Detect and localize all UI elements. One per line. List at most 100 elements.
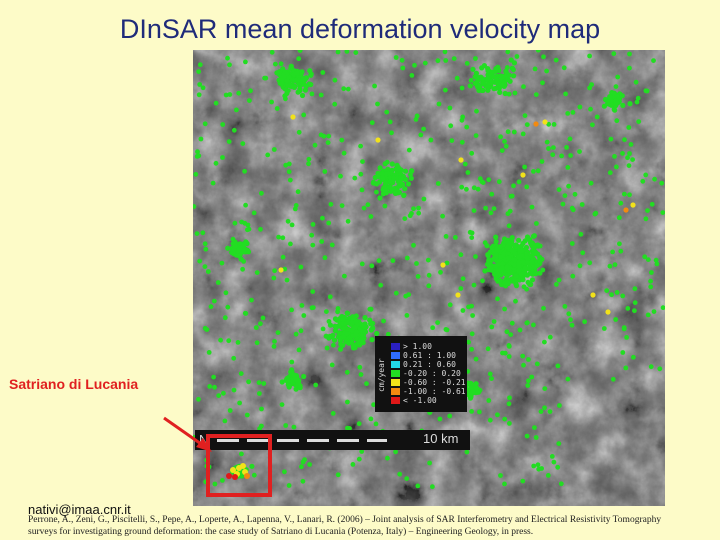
- velocity-point: [531, 322, 536, 328]
- velocity-point: [505, 280, 511, 287]
- velocity-point: [534, 221, 539, 226]
- velocity-point: [471, 185, 477, 191]
- velocity-point: [425, 257, 431, 263]
- velocity-point: [459, 184, 465, 190]
- velocity-point: [404, 255, 410, 261]
- velocity-point: [487, 264, 493, 270]
- velocity-point: [473, 254, 478, 259]
- velocity-point: [344, 369, 350, 375]
- velocity-point: [533, 121, 539, 127]
- velocity-point: [347, 426, 352, 431]
- velocity-point: [643, 172, 649, 178]
- velocity-point: [322, 255, 328, 261]
- velocity-point: [291, 372, 297, 378]
- velocity-point: [484, 243, 490, 249]
- velocity-point: [454, 75, 460, 81]
- deformation-map: [193, 50, 665, 506]
- velocity-point: [626, 125, 632, 130]
- legend-row: -0.60 : -0.21: [391, 378, 466, 387]
- velocity-point: [254, 340, 260, 346]
- velocity-point: [546, 121, 552, 127]
- velocity-point: [535, 50, 541, 53]
- velocity-point: [578, 231, 584, 237]
- velocity-point: [522, 238, 528, 244]
- velocity-point: [385, 455, 390, 461]
- legend-label: -0.60 : -0.21: [403, 378, 466, 387]
- velocity-point: [630, 157, 635, 162]
- velocity-point: [358, 171, 364, 177]
- velocity-point: [480, 76, 486, 82]
- velocity-point: [206, 350, 212, 355]
- velocity-point: [608, 102, 615, 108]
- velocity-point: [430, 484, 435, 490]
- scale-bar-line: [217, 439, 387, 442]
- velocity-point: [509, 65, 515, 71]
- velocity-point: [285, 379, 291, 385]
- velocity-point: [565, 111, 571, 116]
- velocity-point: [377, 165, 383, 171]
- velocity-point: [555, 464, 561, 470]
- velocity-point: [362, 329, 369, 335]
- velocity-point: [551, 145, 556, 150]
- velocity-point: [271, 344, 277, 349]
- velocity-point: [529, 277, 536, 283]
- velocity-point: [505, 251, 511, 257]
- velocity-point: [393, 290, 399, 296]
- velocity-point: [531, 250, 537, 256]
- velocity-point: [447, 302, 453, 308]
- velocity-point: [554, 282, 559, 287]
- velocity-point: [506, 72, 512, 78]
- velocity-point: [335, 472, 341, 478]
- velocity-point: [240, 463, 246, 469]
- velocity-point: [427, 460, 432, 466]
- velocity-point: [608, 136, 614, 142]
- velocity-point: [243, 59, 248, 65]
- legend-rows: > 1.00 0.61 : 1.00 0.21 : 0.60 -0.20 : 0.20…: [391, 342, 466, 405]
- velocity-point: [495, 261, 502, 267]
- velocity-point: [308, 72, 314, 78]
- velocity-point: [520, 259, 526, 265]
- velocity-point: [550, 152, 556, 158]
- velocity-point: [202, 121, 208, 127]
- velocity-point: [322, 169, 328, 174]
- velocity-point: [590, 122, 595, 128]
- velocity-point: [568, 153, 573, 158]
- velocity-point: [289, 222, 295, 228]
- velocity-point: [291, 424, 297, 430]
- velocity-point: [285, 218, 291, 224]
- velocity-point: [259, 406, 264, 412]
- velocity-point: [216, 393, 222, 398]
- velocity-point: [227, 408, 233, 413]
- velocity-point: [325, 140, 331, 145]
- velocity-point: [393, 55, 399, 60]
- velocity-point: [524, 254, 530, 261]
- velocity-point: [286, 169, 292, 175]
- velocity-point: [249, 463, 255, 469]
- velocity-point: [643, 216, 649, 222]
- velocity-point: [565, 165, 571, 170]
- legend-swatch: [391, 352, 400, 359]
- legend-label: -1.00 : -0.61: [403, 387, 466, 396]
- velocity-point: [559, 153, 564, 159]
- legend-row: 0.61 : 1.00: [391, 351, 466, 360]
- velocity-point: [218, 337, 223, 343]
- velocity-point: [337, 346, 344, 352]
- velocity-point: [630, 202, 636, 208]
- velocity-point: [331, 342, 336, 348]
- legend-row: < -1.00: [391, 396, 466, 405]
- velocity-point: [572, 191, 578, 197]
- velocity-point: [299, 303, 305, 308]
- velocity-point: [336, 330, 342, 336]
- legend-unit: cm/year: [377, 358, 386, 392]
- velocity-point: [236, 90, 242, 96]
- velocity-point: [282, 69, 288, 75]
- velocity-point: [652, 176, 657, 182]
- velocity-point: [358, 336, 364, 342]
- velocity-point: [512, 257, 518, 263]
- velocity-point: [444, 260, 450, 266]
- velocity-point: [635, 95, 641, 101]
- velocity-point: [525, 383, 531, 388]
- velocity-point: [442, 50, 448, 55]
- velocity-point: [401, 192, 407, 198]
- velocity-point: [612, 154, 617, 159]
